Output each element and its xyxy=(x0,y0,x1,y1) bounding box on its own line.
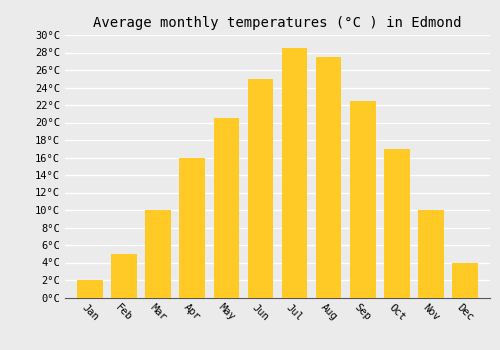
Bar xyxy=(282,48,308,298)
Bar xyxy=(418,210,444,298)
Bar xyxy=(248,79,273,298)
Title: Average monthly temperatures (°C ) in Edmond: Average monthly temperatures (°C ) in Ed… xyxy=(93,16,462,30)
Bar xyxy=(214,118,239,298)
Bar xyxy=(180,158,205,298)
Bar xyxy=(452,262,478,298)
Bar xyxy=(77,280,102,298)
Bar xyxy=(350,101,376,298)
Bar xyxy=(316,57,342,298)
Bar xyxy=(146,210,171,298)
Bar xyxy=(111,254,136,298)
Bar xyxy=(384,149,409,298)
